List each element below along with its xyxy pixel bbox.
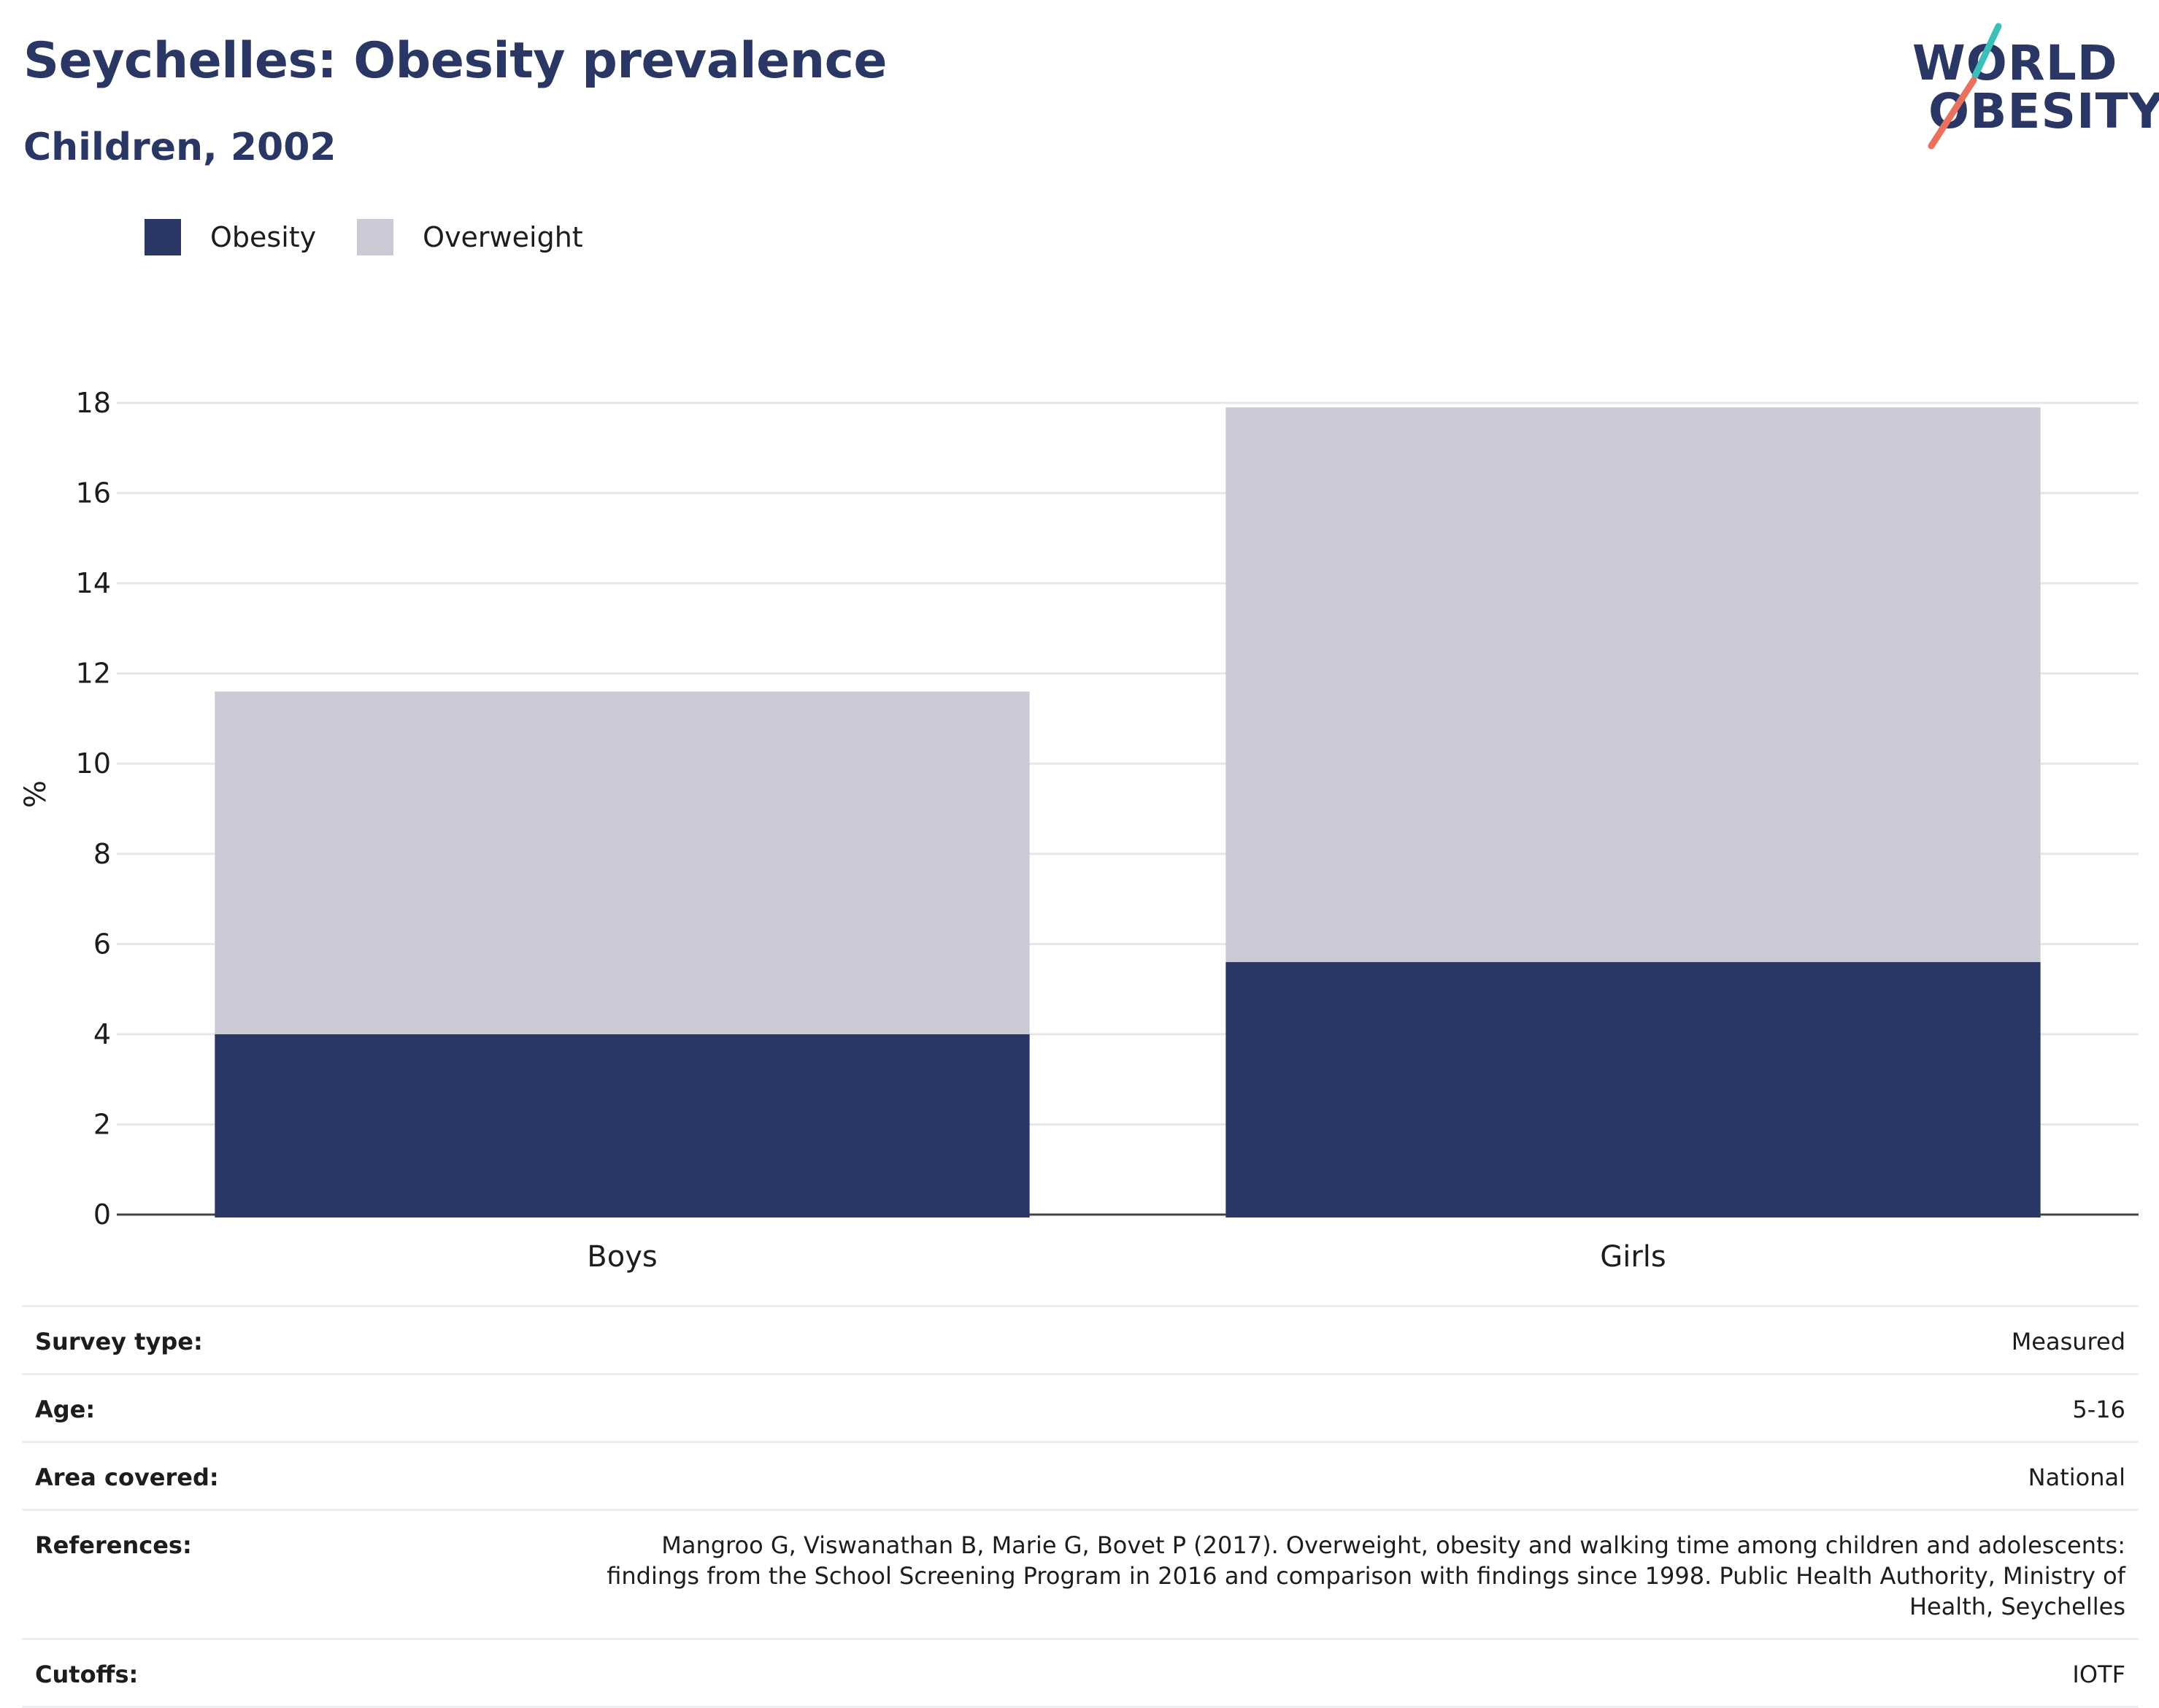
meta-label: Age: <box>35 1396 96 1423</box>
legend-item-obesity[interactable]: Obesity <box>145 219 316 255</box>
y-axis-ticks: 0 2 4 6 8 10 12 14 16 18 <box>76 387 111 1231</box>
legend-swatch-obesity <box>145 219 181 255</box>
bar-overweight-girls[interactable] <box>1225 407 2041 963</box>
world-obesity-logo: WORLD OBESITY <box>1912 20 2159 152</box>
legend-label-overweight: Overweight <box>423 221 583 253</box>
meta-row-area-covered: Area covered: National <box>22 1441 2139 1509</box>
meta-row-age: Age: 5-16 <box>22 1373 2139 1441</box>
x-tick-label: Boys <box>587 1240 657 1274</box>
bar-obesity-girls[interactable] <box>1225 962 2041 1217</box>
y-tick-label: 12 <box>76 658 111 690</box>
meta-row-survey-type: Survey type: Measured <box>22 1305 2139 1373</box>
x-axis-ticks: Boys Girls <box>587 1240 1666 1274</box>
legend-label-obesity: Obesity <box>210 221 317 253</box>
meta-value: National <box>2028 1463 2125 1491</box>
logo-slash-icon <box>1928 23 2002 150</box>
survey-details-table: Survey type: Measured Age: 5-16 Area cov… <box>22 1305 2139 1708</box>
y-tick-label: 6 <box>93 928 111 960</box>
meta-label: References: <box>35 1531 192 1559</box>
y-tick-label: 2 <box>93 1108 111 1140</box>
bar-chart: 0 2 4 6 8 10 12 14 16 18 Boys Girls % <box>19 387 2139 1274</box>
y-tick-label: 14 <box>76 567 111 599</box>
meta-label: Survey type: <box>35 1328 203 1355</box>
y-tick-label: 8 <box>93 838 111 870</box>
y-axis-label: % <box>19 780 53 808</box>
meta-label: Area covered: <box>35 1463 219 1491</box>
y-tick-label: 16 <box>76 477 111 509</box>
legend-swatch-overweight <box>357 219 394 255</box>
y-tick-label: 18 <box>76 387 111 419</box>
meta-value: IOTF <box>2072 1661 2125 1688</box>
chart-legend: Obesity Overweight <box>145 218 624 257</box>
meta-row-cutoffs: Cutoffs: IOTF <box>22 1638 2139 1708</box>
meta-label: Cutoffs: <box>35 1661 139 1688</box>
x-tick-label: Girls <box>1600 1240 1666 1274</box>
meta-value: Measured <box>2011 1328 2125 1355</box>
bar-overweight-boys[interactable] <box>215 691 1030 1034</box>
meta-value: 5-16 <box>2072 1396 2125 1423</box>
bar-obesity-boys[interactable] <box>215 1034 1030 1217</box>
page-title: Seychelles: Obesity prevalence <box>23 32 888 90</box>
y-tick-label: 10 <box>76 747 111 780</box>
chart-bars <box>215 407 2041 1217</box>
y-tick-label: 4 <box>93 1018 111 1050</box>
logo-text-top: WORLD <box>1912 35 2118 91</box>
legend-item-overweight[interactable]: Overweight <box>357 219 583 255</box>
meta-value: Mangroo G, Viswanathan B, Marie G, Bovet… <box>607 1531 2125 1620</box>
page-subtitle: Children, 2002 <box>23 126 336 169</box>
meta-row-references: References: Mangroo G, Viswanathan B, Ma… <box>22 1509 2139 1638</box>
y-tick-label: 0 <box>93 1199 111 1231</box>
